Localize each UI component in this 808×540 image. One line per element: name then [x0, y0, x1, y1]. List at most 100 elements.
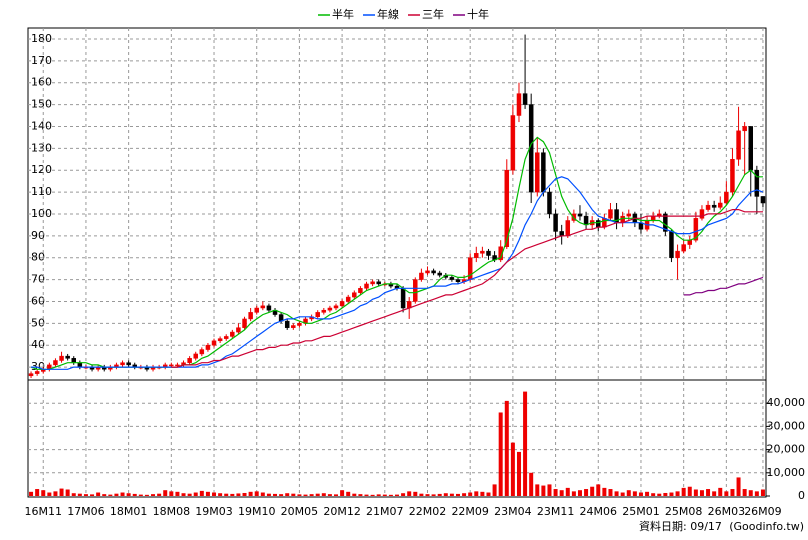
- volume-bar: [303, 494, 308, 496]
- y-tick-label: 150: [31, 98, 52, 111]
- candle-body: [681, 244, 686, 252]
- candle-body: [553, 213, 558, 232]
- candle-body: [736, 130, 741, 160]
- volume-bar: [254, 491, 259, 496]
- volume-bar: [395, 494, 399, 496]
- x-tick-label: 25M01: [622, 505, 660, 518]
- candle-body: [34, 371, 40, 374]
- candle-body: [315, 312, 320, 317]
- candle-body: [413, 279, 418, 302]
- volume-bar: [571, 491, 576, 496]
- volume-bar: [523, 391, 528, 496]
- y-tick-label: 40: [31, 338, 45, 351]
- volume-bar: [553, 489, 558, 496]
- y-tick-label: 110: [31, 185, 52, 198]
- x-tick-label: 20M05: [281, 505, 319, 518]
- volume-bar: [340, 490, 345, 496]
- volume-bar: [712, 491, 717, 496]
- volume-bar: [120, 492, 125, 496]
- volume-bar: [748, 490, 753, 496]
- candle-body: [596, 220, 601, 228]
- candle-body: [650, 215, 656, 221]
- volume-bar: [462, 493, 467, 496]
- candle-body: [419, 272, 424, 280]
- y-tick-label: 100: [31, 207, 52, 220]
- volume-bar: [760, 489, 765, 496]
- candle-body: [565, 220, 571, 237]
- candle-body: [53, 360, 58, 366]
- candle-body: [455, 279, 461, 282]
- candle-body: [626, 213, 632, 217]
- volume-bar: [687, 486, 692, 496]
- volume-bar: [370, 494, 375, 496]
- candle-body: [120, 362, 125, 366]
- legend-label: 三年: [422, 7, 444, 21]
- volume-bar: [498, 412, 503, 496]
- candle-body: [284, 320, 290, 328]
- candle-body: [504, 169, 510, 247]
- volume-bar: [334, 494, 339, 496]
- volume-bar: [41, 490, 46, 496]
- x-tick-label: 22M02: [409, 505, 447, 518]
- volume-bar: [364, 494, 369, 496]
- y-tick-label: 90: [31, 229, 45, 242]
- candle-body: [169, 364, 174, 367]
- volume-bar: [114, 493, 119, 496]
- volume-bar: [584, 489, 589, 496]
- volume-bar: [47, 492, 52, 496]
- volume-tick-label: 0: [798, 489, 805, 502]
- candle-body: [211, 340, 217, 346]
- candle-body: [193, 353, 198, 359]
- y-tick-label: 180: [31, 32, 52, 45]
- volume-bar: [309, 494, 314, 496]
- candle-body: [205, 344, 211, 350]
- volume-bar: [675, 491, 680, 496]
- candle-body: [400, 288, 406, 309]
- candle-body: [352, 292, 357, 298]
- volume-bar: [480, 491, 485, 496]
- candle-body: [510, 115, 516, 171]
- candle-body: [608, 209, 613, 219]
- volume-bar: [742, 489, 747, 496]
- volume-bar: [547, 484, 552, 496]
- x-tick-label: 23M04: [494, 505, 532, 518]
- candle-body: [77, 362, 83, 368]
- volume-bar: [236, 493, 241, 496]
- volume-bar: [657, 493, 662, 496]
- volume-bar: [718, 487, 723, 496]
- candle-body: [327, 307, 333, 311]
- candle-body: [699, 209, 705, 219]
- volume-bar: [297, 494, 302, 496]
- volume-bar: [663, 492, 668, 496]
- volume-bar: [321, 493, 326, 496]
- volume-bar: [132, 493, 137, 496]
- candle-body: [187, 358, 192, 363]
- x-tick-label: 21M07: [366, 505, 404, 518]
- volume-bar: [193, 492, 198, 496]
- x-tick-label: 20M12: [323, 505, 361, 518]
- volume-bar: [443, 493, 448, 496]
- candle-body: [547, 191, 552, 215]
- candle-body: [535, 152, 540, 193]
- volume-bar: [455, 493, 460, 496]
- candle-body: [675, 250, 680, 258]
- volume-bar: [205, 491, 210, 496]
- candle-body: [59, 355, 64, 361]
- volume-bar: [504, 400, 509, 496]
- candle-body: [358, 288, 363, 293]
- volume-bar: [565, 487, 570, 496]
- volume-bar: [645, 491, 650, 496]
- ma-line: [31, 176, 764, 370]
- volume-bar: [669, 492, 674, 496]
- candle-body: [126, 362, 131, 366]
- volume-bar: [96, 492, 101, 496]
- x-tick-label: 25M08: [665, 505, 703, 518]
- volume-bar: [413, 491, 418, 496]
- volume-bar: [199, 490, 204, 496]
- candle-body: [364, 283, 369, 289]
- volume-bar: [510, 442, 515, 496]
- legend-label: 半年: [332, 7, 354, 21]
- candle-body: [260, 305, 266, 309]
- candle-body: [474, 253, 479, 258]
- x-tick-label: 18M08: [153, 505, 191, 518]
